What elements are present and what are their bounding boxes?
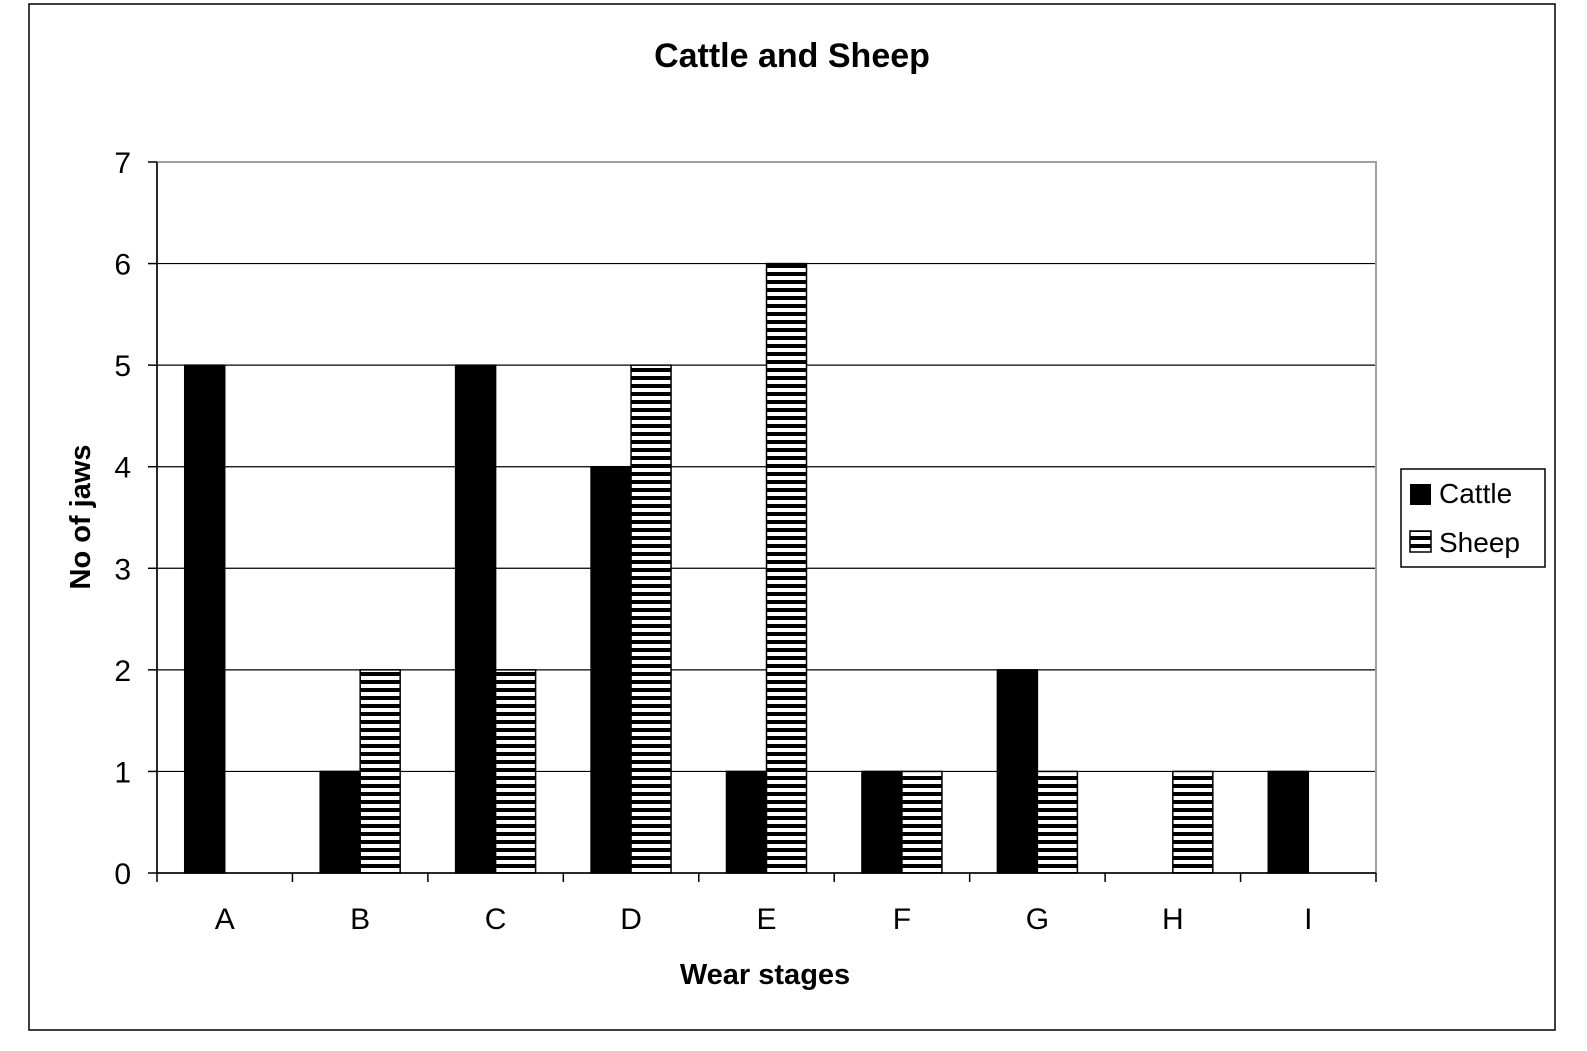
bar-sheep-f bbox=[901, 770, 943, 874]
bar-sheep-d bbox=[630, 364, 672, 874]
y-tick-label: 5 bbox=[114, 350, 131, 383]
bar-cattle-a bbox=[183, 364, 226, 874]
x-tick-label: E bbox=[756, 903, 776, 936]
legend-label-cattle: Cattle bbox=[1439, 478, 1512, 509]
bar-cattle-c bbox=[454, 364, 497, 874]
bar-sheep-g bbox=[1036, 770, 1079, 874]
bar-cattle-e bbox=[725, 770, 768, 874]
y-tick-labels: 0 1 2 3 4 5 6 7 bbox=[114, 147, 131, 891]
x-tick-label: C bbox=[485, 903, 507, 936]
x-axis-label: Wear stages bbox=[680, 959, 850, 991]
x-tick-label: B bbox=[350, 903, 370, 936]
bar-cattle-d bbox=[590, 465, 632, 874]
bar-sheep-b bbox=[359, 669, 401, 874]
bar-cattle-i bbox=[1267, 770, 1310, 874]
y-tick-label: 4 bbox=[114, 452, 131, 485]
x-tick-label: H bbox=[1162, 903, 1184, 936]
y-axis-label: No of jaws bbox=[65, 444, 97, 589]
y-tick-label: 3 bbox=[114, 553, 131, 586]
bar-sheep-h bbox=[1172, 770, 1214, 874]
bar-sheep-e bbox=[765, 262, 808, 874]
x-tick-label: F bbox=[893, 903, 911, 936]
x-tick-label: D bbox=[620, 903, 642, 936]
legend-label-sheep: Sheep bbox=[1439, 527, 1520, 558]
legend-swatch-sheep bbox=[1409, 530, 1432, 553]
bar-cattle-g bbox=[996, 669, 1039, 874]
y-tick-label: 7 bbox=[114, 147, 131, 180]
x-tick-label: I bbox=[1304, 903, 1312, 936]
y-tick-label: 1 bbox=[114, 756, 131, 789]
legend-swatch-cattle bbox=[1410, 484, 1431, 505]
y-tick-label: 0 bbox=[114, 858, 131, 891]
bar-cattle-f bbox=[861, 770, 903, 874]
legend: Cattle Sheep bbox=[1400, 468, 1546, 568]
bar-cattle-b bbox=[319, 770, 361, 874]
bar-sheep-c bbox=[494, 669, 537, 874]
chart-title: Cattle and Sheep bbox=[654, 37, 930, 75]
x-tick-label: A bbox=[215, 903, 235, 936]
y-tick-label: 2 bbox=[114, 655, 131, 688]
y-tick-label: 6 bbox=[114, 249, 131, 282]
x-tick-labels: A B C D E F G H I bbox=[215, 903, 1313, 936]
x-tick-label: G bbox=[1026, 903, 1049, 936]
axes bbox=[148, 161, 1377, 882]
